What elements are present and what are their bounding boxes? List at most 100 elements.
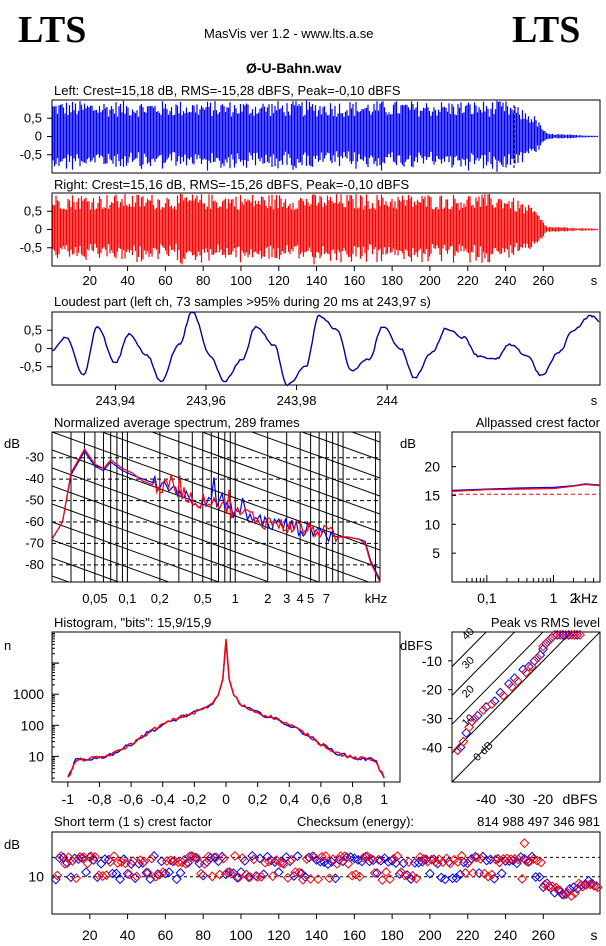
right-waveform xyxy=(52,193,599,265)
peak-rms-diagonal xyxy=(452,632,544,725)
short-term-ytick-label: 10 xyxy=(28,869,44,885)
short-term-point-1 xyxy=(267,871,278,882)
spectrum-slope-line xyxy=(52,594,380,712)
short-term-point-1 xyxy=(169,855,180,866)
short-term-point-1 xyxy=(536,857,546,868)
short-term-point-1 xyxy=(490,854,501,865)
spectrum-xtick-label: 2 xyxy=(264,591,271,606)
histogram-ytick-label: 10 xyxy=(28,748,44,764)
short-term-point-0 xyxy=(152,869,163,880)
short-term-ylabel: dB xyxy=(4,837,20,852)
peak-rms-point-0 xyxy=(489,696,500,707)
spectrum-xtick-label: 0,1 xyxy=(118,591,136,606)
short-term-point-1 xyxy=(282,872,293,883)
short-term-point-1 xyxy=(486,869,497,880)
short-term-point-1 xyxy=(63,852,74,863)
spectrum-ytick-label: -60 xyxy=(25,514,44,529)
short-term-point-0 xyxy=(175,867,186,878)
short-term-point-1 xyxy=(366,853,376,864)
peak-rms-point-1 xyxy=(478,704,489,715)
histogram-xtick-label: -1 xyxy=(62,791,75,807)
short-term-point-1 xyxy=(90,852,101,862)
peak-rms-point-1 xyxy=(506,681,517,692)
short-term-point-1 xyxy=(513,854,524,865)
spectrum-slope-line xyxy=(52,684,380,802)
checksum-value: 814 988 497 346 981 xyxy=(477,814,600,829)
left-waveform xyxy=(52,100,599,172)
peak-rms-point-1 xyxy=(452,745,463,756)
short-term-title: Short term (1 s) crest factor xyxy=(54,814,213,829)
spectrum-slope-line xyxy=(100,432,380,533)
left-title: Left: Crest=15,18 dB, RMS=-15,28 dBFS, P… xyxy=(54,83,401,98)
spectrum-xunit: kHz xyxy=(365,591,387,606)
short-term-point-1 xyxy=(558,889,569,900)
short-term-point-1 xyxy=(494,857,505,868)
spectrum-ytick-label: -30 xyxy=(25,450,44,465)
short-term-point-1 xyxy=(320,851,331,862)
histogram-xtick-label: 0,8 xyxy=(343,791,363,807)
short-term-point-1 xyxy=(449,854,460,865)
spectrum-xtick-label: 7 xyxy=(323,591,330,606)
peak-rms-point-1 xyxy=(543,635,554,646)
peak-rms-point-0 xyxy=(572,629,583,640)
peak-rms-point-0 xyxy=(472,710,483,721)
histogram-title: Histogram, "bits": 15,9/15,9 xyxy=(54,615,211,630)
right-xtick-label: 120 xyxy=(268,273,290,288)
short-term-point-1 xyxy=(339,851,350,862)
short-term-point-1 xyxy=(309,852,320,863)
short-term-point-1 xyxy=(135,855,146,866)
right-xunit: s xyxy=(591,273,598,288)
spectrum-slope-line xyxy=(52,485,321,582)
short-term-point-1 xyxy=(381,867,392,878)
short-term-point-1 xyxy=(362,851,373,862)
spectrum-ytick-label: -50 xyxy=(25,493,44,508)
histogram-ytick-label: 1000 xyxy=(13,686,44,702)
histogram-xtick-label: 0,2 xyxy=(248,791,268,807)
loudest-xtick-label: 243,94 xyxy=(96,393,136,408)
right-ytick-label: -0,5 xyxy=(20,240,42,255)
short-term-point-1 xyxy=(192,853,203,864)
short-term-point-1 xyxy=(483,871,494,882)
peak-rms-ytick-label: -40 xyxy=(422,739,442,755)
short-term-xtick-label: 180 xyxy=(380,927,404,943)
short-term-point-0 xyxy=(141,867,152,878)
crest-allpass-ytick-label: 20 xyxy=(424,459,440,475)
short-term-xtick-label: 260 xyxy=(532,927,556,943)
short-term-point-0 xyxy=(209,852,220,863)
short-term-point-1 xyxy=(452,857,463,867)
short-term-point-1 xyxy=(150,871,161,882)
crest-allpass-xunit: kHz xyxy=(574,590,598,606)
short-term-point-1 xyxy=(180,858,191,869)
peak-rms-point-0 xyxy=(481,702,492,712)
short-term-xunit: s xyxy=(591,927,598,943)
spectrum-series-1 xyxy=(51,447,381,583)
short-term-point-1 xyxy=(445,858,456,869)
short-term-point-1 xyxy=(396,867,407,878)
short-term-point-1 xyxy=(59,858,70,869)
short-term-point-1 xyxy=(373,854,384,865)
right-xtick-label: 140 xyxy=(306,273,328,288)
peak-rms-xtick-label: -30 xyxy=(504,791,524,807)
loudest-xtick-label: 244 xyxy=(376,393,398,408)
crest-allpass-frame xyxy=(451,431,601,583)
spectrum-xtick-label: 0,05 xyxy=(82,591,107,606)
spectrum-ytick-label: -80 xyxy=(25,557,44,572)
crest-allpass-ytick-label: 15 xyxy=(424,487,440,503)
peak-rms-point-1 xyxy=(458,736,469,747)
short-term-point-1 xyxy=(528,854,539,865)
spectrum-xtick-label: 0,2 xyxy=(151,591,169,606)
short-term-point-1 xyxy=(418,853,429,864)
spectrum-ytick-label: -70 xyxy=(25,535,44,550)
short-term-point-0 xyxy=(372,868,382,878)
short-term-point-1 xyxy=(589,880,599,891)
histogram-xtick-label: 1 xyxy=(380,791,388,807)
peak-rms-xunit: dBFS xyxy=(562,791,597,807)
short-term-point-1 xyxy=(403,856,414,867)
short-term-point-1 xyxy=(517,873,528,884)
histogram-frame xyxy=(51,631,401,783)
short-term-xtick-label: 120 xyxy=(267,927,291,943)
short-term-point-1 xyxy=(188,852,199,863)
crest-allpass-ylabel: dB xyxy=(400,436,416,451)
short-term-xtick-label: 100 xyxy=(229,927,253,943)
spectrum-slope-line xyxy=(52,467,371,582)
